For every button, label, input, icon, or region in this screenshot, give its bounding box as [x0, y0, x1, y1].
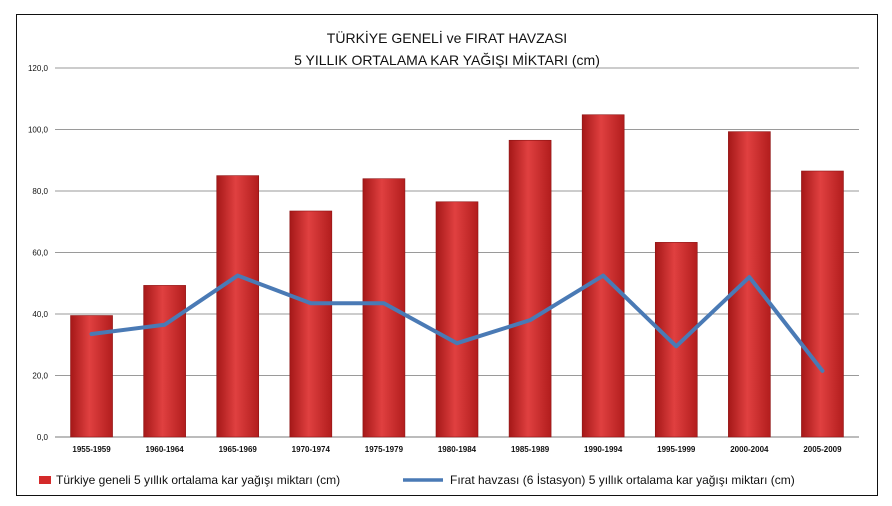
x-category-label: 1960-1964	[146, 445, 185, 454]
legend-line-label: Fırat havzası (6 İstasyon) 5 yıllık orta…	[450, 473, 795, 487]
chart-subtitle: 5 YILLIK ORTALAMA KAR YAĞIŞI MİKTARI (cm…	[294, 51, 600, 68]
bar	[801, 170, 844, 438]
bar	[143, 285, 186, 438]
x-category-label: 2005-2009	[803, 445, 842, 454]
line-series	[89, 273, 825, 373]
bar	[362, 178, 406, 438]
chart-frame: TÜRKİYE GENELİ ve FIRAT HAVZASI 5 YILLIK…	[16, 14, 878, 496]
y-tick-label: 120,0	[28, 64, 49, 73]
x-category-label: 1990-1994	[584, 445, 623, 454]
y-tick-label: 60,0	[32, 249, 48, 258]
y-tick-label: 100,0	[28, 126, 49, 135]
x-axis-categories: 1955-1959 1960-1964 1965-1969 1970-1974 1975…	[72, 445, 842, 454]
bar	[728, 131, 771, 438]
y-tick-label: 80,0	[32, 187, 48, 196]
line-path	[89, 273, 825, 373]
chart-title: TÜRKİYE GENELİ ve FIRAT HAVZASI	[327, 29, 567, 46]
x-category-label: 1965-1969	[219, 445, 258, 454]
bar	[654, 242, 698, 438]
legend-bar-label: Türkiye geneli 5 yıllık ortalama kar yağ…	[56, 473, 340, 487]
y-tick-label: 40,0	[32, 310, 48, 319]
bar	[289, 210, 333, 438]
y-axis-ticks: 0,0 20,0 40,0 60,0 80,0 100,0 120,0	[28, 64, 49, 442]
x-category-label: 1975-1979	[365, 445, 404, 454]
x-category-label: 1970-1974	[292, 445, 331, 454]
legend-bar-swatch	[39, 476, 51, 484]
legend: Türkiye geneli 5 yıllık ortalama kar yağ…	[39, 473, 795, 487]
x-category-label: 2000-2004	[730, 445, 769, 454]
x-category-label: 1955-1959	[72, 445, 111, 454]
bar-series	[70, 114, 844, 438]
y-tick-label: 0,0	[37, 433, 49, 442]
bar	[216, 175, 260, 438]
y-tick-label: 20,0	[32, 372, 48, 381]
x-category-label: 1985-1989	[511, 445, 550, 454]
x-category-label: 1980-1984	[438, 445, 477, 454]
snowfall-chart: TÜRKİYE GENELİ ve FIRAT HAVZASI 5 YILLIK…	[28, 29, 859, 487]
bar	[435, 201, 479, 438]
bar	[508, 139, 552, 438]
x-category-label: 1995-1999	[657, 445, 696, 454]
